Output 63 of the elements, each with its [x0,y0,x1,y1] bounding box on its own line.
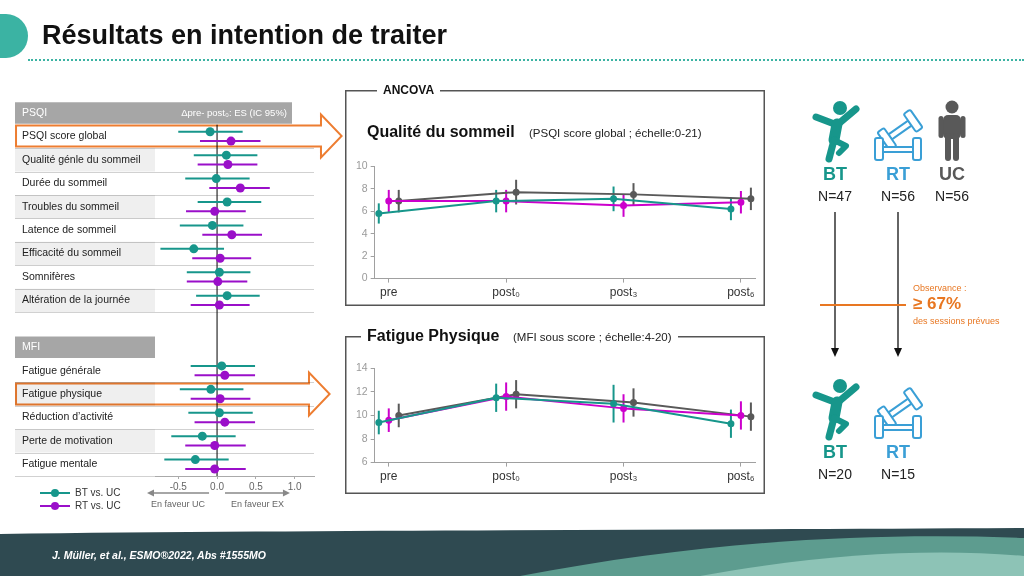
text: des sessions prévues [913,315,1000,327]
chart-subtitle: (MFI sous score ; échelle:4-20) [513,330,672,344]
x-tick-label: 0.5 [248,480,264,492]
chart-title: Δpre- post₀: ES (IC 95%) [181,106,287,118]
x-tick-label: post₃ [609,469,638,484]
y-tick-label: Fatigue générale [22,363,101,376]
y-tick-label: 4 [361,226,368,239]
data-label: N=56 [881,188,915,204]
chart-title: Fatigue Physique [367,326,500,345]
category-label: RT [886,442,910,462]
x-tick-label: post₆ [727,469,755,484]
category-label: UC [939,164,965,184]
x-tick-label: post₃ [609,285,638,300]
x-tick-label: 0.0 [210,480,225,492]
category-label: BT [823,442,847,462]
x-tick-label: pre [380,469,398,484]
text: ≥ 67% [913,294,962,314]
data-label: N=15 [881,466,915,482]
category-label: RT [886,164,910,184]
text: Observance : [913,282,967,294]
legend-label: RT vs. UC [75,500,121,511]
text: En faveur UC [151,499,206,510]
x-tick-label: 1.0 [287,480,302,492]
y-tick-label: 8 [361,181,368,194]
y-tick-label: Latence de sommeil [22,222,116,235]
y-tick-label: 2 [361,249,368,262]
y-tick-label: 0 [361,271,368,284]
data-label: N=47 [818,188,852,204]
y-tick-label: Efficacité du sommeil [22,246,122,259]
y-tick-label: 14 [355,361,368,374]
chart-subtitle: (PSQI score global ; échelle:0-21) [529,126,702,140]
text: En faveur EX [231,499,285,510]
text: ANCOVA [383,83,435,97]
data-label: N=56 [935,188,969,204]
y-tick-label: 6 [361,455,368,468]
y-tick-label: 12 [355,384,368,397]
legend-label: BT vs. UC [75,487,121,498]
y-tick-label: 10 [355,408,368,421]
data-label: N=20 [818,466,852,482]
y-tick-label: Réduction d’activité [22,410,114,423]
y-tick-label: Somnifères [22,269,76,282]
x-tick-label: post₀ [492,469,520,484]
y-tick-label: Qualité génle du sommeil [22,152,141,165]
y-tick-label: Fatigue mentale [22,457,98,470]
x-tick-label: post₆ [727,285,755,300]
category-label: BT [823,164,847,184]
y-tick-label: Troubles du sommeil [22,199,120,212]
chart-title: Qualité du sommeil [367,122,515,141]
y-tick-label: PSQI [22,105,48,118]
y-tick-label: 10 [355,159,368,172]
text: Résultats en intention de traiter [42,19,448,51]
x-tick-label: post₀ [492,285,520,300]
x-tick-label: -0.5 [169,480,188,492]
y-tick-label: 8 [361,431,368,444]
y-tick-label: 6 [361,204,368,217]
y-tick-label: Altération de la journée [22,293,131,306]
y-tick-label: PSQI score global [22,129,107,142]
x-tick-label: pre [380,285,398,300]
text: J. Müller, et al., ESMO®2022, Abs #1555MO [52,549,266,561]
y-tick-label: MFI [22,340,41,353]
y-tick-label: Durée du sommeil [22,176,108,189]
y-tick-label: Perte de motivation [22,433,113,446]
y-tick-label: Fatigue physique [22,386,103,399]
